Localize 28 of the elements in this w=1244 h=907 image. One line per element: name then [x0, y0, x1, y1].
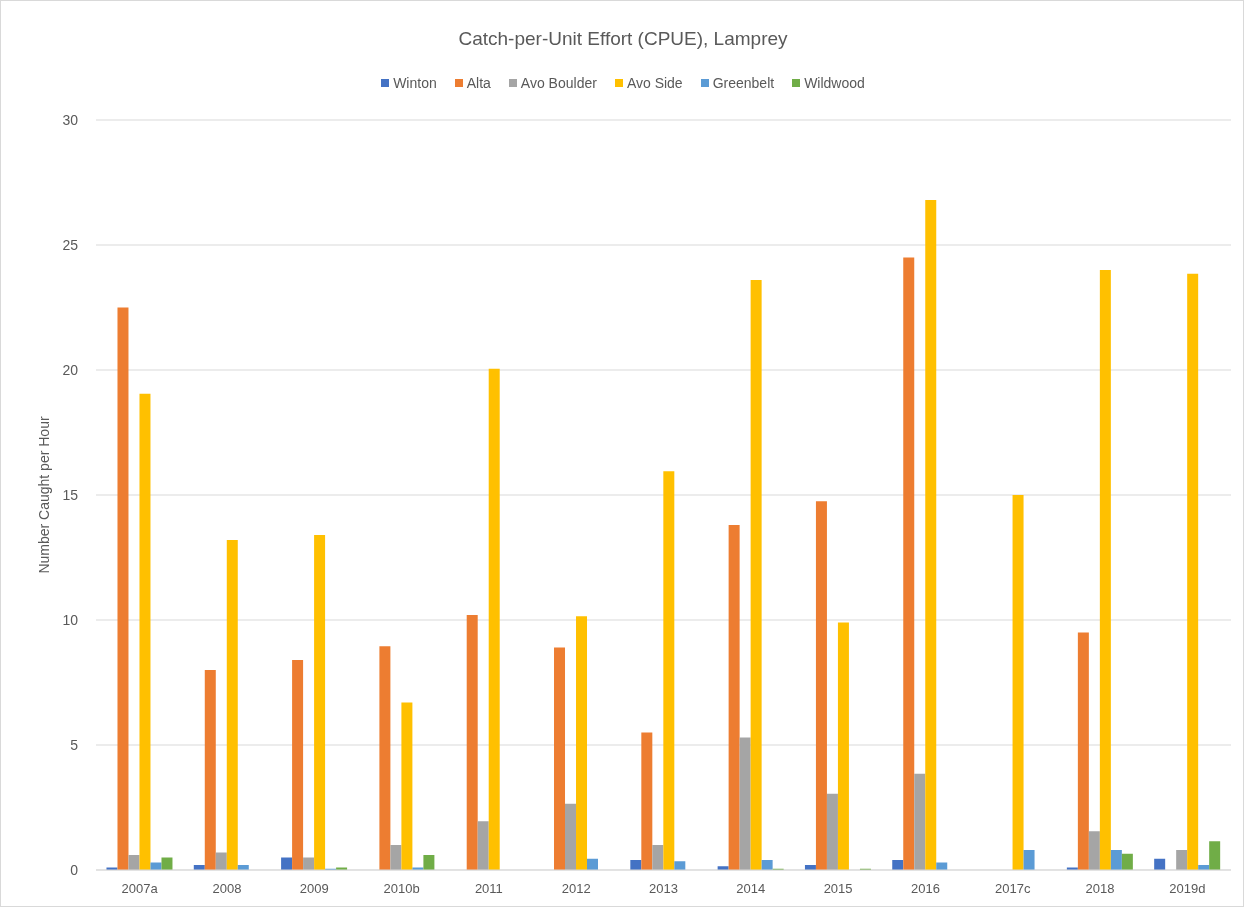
x-tick-label: 2016 — [910, 881, 940, 897]
x-tick-label: 2007a — [121, 881, 159, 897]
x-tick-label: 2014 — [736, 881, 766, 897]
x-tick-label: 2009 — [299, 881, 329, 897]
legend-label: Wildwood — [804, 75, 865, 91]
y-tick-label: 15 — [62, 486, 79, 503]
legend-label: Greenbelt — [712, 75, 775, 91]
x-tick-label: 2011 — [474, 881, 503, 897]
x-tick-label: 2010b — [383, 881, 420, 897]
legend-label: Winton — [393, 75, 437, 91]
y-tick-label: 0 — [70, 861, 79, 878]
x-tick-label: 2018 — [1085, 881, 1115, 897]
y-axis-title: Number Caught per Hour — [36, 416, 52, 574]
x-tick-label: 2013 — [649, 881, 678, 897]
y-tick-label: 10 — [62, 611, 79, 628]
legend-label: Alta — [466, 75, 491, 91]
y-tick-label: 5 — [70, 736, 79, 753]
x-tick-label: 2019d — [1169, 881, 1206, 897]
chart-title: Catch-per-Unit Effort (CPUE), Lamprey — [457, 28, 789, 50]
y-tick-label: 25 — [62, 236, 79, 253]
legend-label: Avo Side — [626, 75, 683, 91]
x-tick-label: 2008 — [212, 881, 242, 897]
x-tick-label: 2015 — [823, 881, 853, 897]
y-tick-label: 20 — [62, 361, 79, 378]
y-tick-label: 30 — [62, 111, 79, 128]
legend-label: Avo Boulder — [520, 75, 597, 91]
x-tick-label: 2017c — [995, 881, 1031, 897]
x-tick-label: 2012 — [561, 881, 591, 897]
